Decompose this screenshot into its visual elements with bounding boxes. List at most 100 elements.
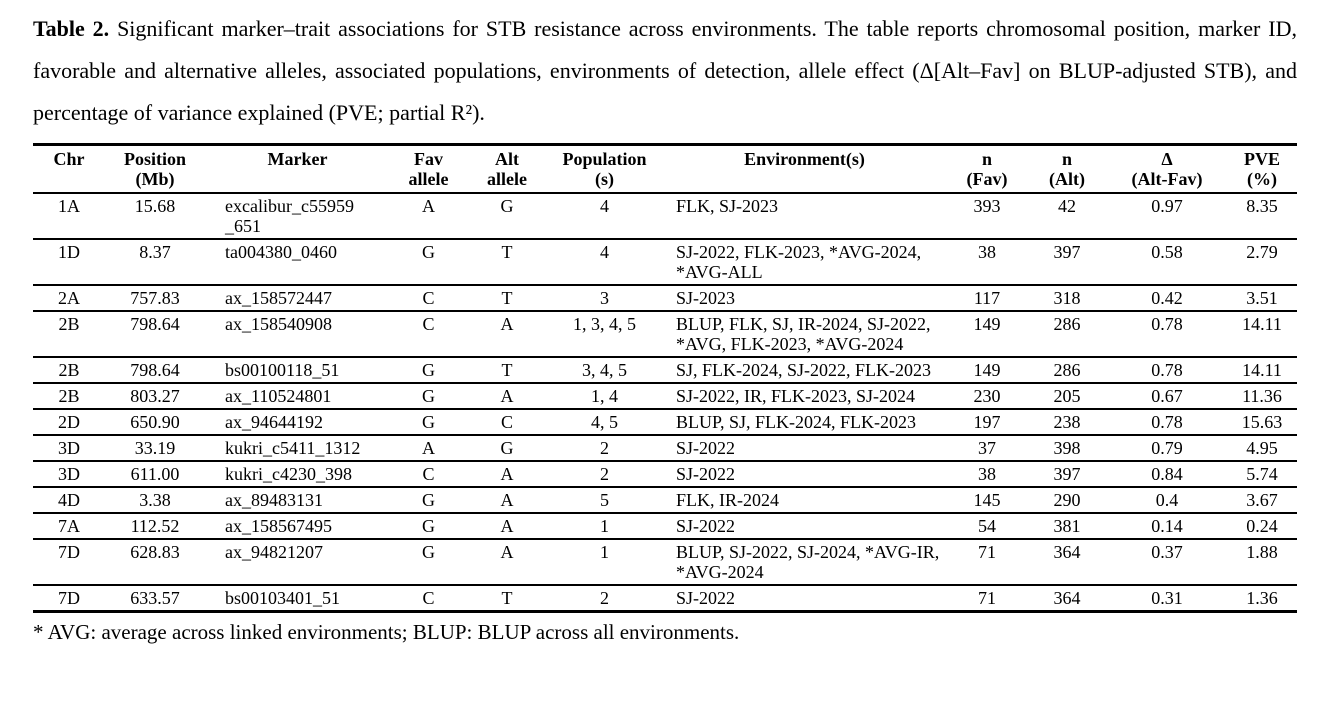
cell-n-fav: 38 [947,461,1027,488]
cell-n-alt: 205 [1027,383,1107,410]
cell-n-alt: 290 [1027,487,1107,514]
cell-position: 803.27 [105,383,205,410]
cell-marker: ax_94644192 [205,409,390,436]
cell-delta: 0.42 [1107,285,1227,312]
cell-chr: 4D [33,487,105,514]
caption-label: Table 2. [33,16,110,41]
cell-pve: 8.35 [1227,193,1297,240]
cell-population: 4, 5 [547,409,662,436]
cell-population: 1 [547,513,662,540]
cell-fav-allele: A [390,435,467,462]
cell-population: 4 [547,239,662,286]
column-header-chr: Chr [33,144,105,194]
cell-pve: 2.79 [1227,239,1297,286]
cell-delta: 0.97 [1107,193,1227,240]
table-row: 2B 798.64 bs00100118_51 G T 3, 4, 5 SJ, FLK-20… [33,357,1297,384]
cell-n-fav: 71 [947,585,1027,613]
cell-chr: 2A [33,285,105,312]
table-header-row: Chr Position (Mb) Marker Fav allele Alt alle… [33,144,1297,194]
cell-marker: kukri_c5411_1312 [205,435,390,462]
cell-position: 798.64 [105,357,205,384]
column-header-fav-allele: Fav allele [390,144,467,194]
cell-pve: 3.51 [1227,285,1297,312]
cell-population: 5 [547,487,662,514]
cell-position: 633.57 [105,585,205,613]
cell-marker: excalibur_c55959 _651 [205,193,390,240]
cell-pve: 14.11 [1227,357,1297,384]
cell-n-alt: 286 [1027,311,1107,358]
cell-n-fav: 54 [947,513,1027,540]
cell-delta: 0.78 [1107,357,1227,384]
cell-delta: 0.14 [1107,513,1227,540]
cell-environment: SJ-2022 [662,585,947,613]
cell-n-fav: 117 [947,285,1027,312]
cell-marker: ax_89483131 [205,487,390,514]
cell-chr: 1A [33,193,105,240]
cell-marker: ax_158540908 [205,311,390,358]
cell-marker: ax_94821207 [205,539,390,586]
table-row: 2B 798.64 ax_158540908 C A 1, 3, 4, 5 BLUP, FL… [33,311,1297,358]
cell-alt-allele: A [467,311,547,358]
cell-n-alt: 238 [1027,409,1107,436]
cell-fav-allele: G [390,409,467,436]
cell-environment: SJ-2022 [662,435,947,462]
cell-alt-allele: T [467,357,547,384]
cell-population: 2 [547,585,662,613]
cell-chr: 7D [33,585,105,613]
cell-n-alt: 364 [1027,539,1107,586]
cell-alt-allele: A [467,383,547,410]
table-row: 7D 633.57 bs00103401_51 C T 2 SJ-2022 71 364 0.31… [33,585,1297,613]
table-row: 2B 803.27 ax_110524801 G A 1, 4 SJ-2022, IR, F… [33,383,1297,410]
cell-population: 3, 4, 5 [547,357,662,384]
cell-n-fav: 149 [947,311,1027,358]
cell-population: 1, 4 [547,383,662,410]
cell-alt-allele: T [467,285,547,312]
cell-environment: BLUP, SJ, FLK-2024, FLK-2023 [662,409,947,436]
cell-alt-allele: A [467,487,547,514]
cell-fav-allele: G [390,539,467,586]
cell-fav-allele: G [390,383,467,410]
table-head: Chr Position (Mb) Marker Fav allele Alt alle… [33,144,1297,194]
cell-chr: 7A [33,513,105,540]
cell-chr: 2D [33,409,105,436]
cell-population: 1 [547,539,662,586]
cell-marker: ax_110524801 [205,383,390,410]
cell-population: 2 [547,461,662,488]
cell-environment: BLUP, FLK, SJ, IR-2024, SJ-2022, *AVG, F… [662,311,947,358]
cell-chr: 1D [33,239,105,286]
cell-population: 2 [547,435,662,462]
cell-n-fav: 37 [947,435,1027,462]
cell-position: 650.90 [105,409,205,436]
cell-n-alt: 364 [1027,585,1107,613]
table-row: 1D 8.37 ta004380_0460 G T 4 SJ-2022, FLK-2023,… [33,239,1297,286]
cell-chr: 2B [33,383,105,410]
cell-environment: SJ-2022, FLK-2023, *AVG-2024, *AVG-ALL [662,239,947,286]
table-row: 7D 628.83 ax_94821207 G A 1 BLUP, SJ-2022, SJ-… [33,539,1297,586]
cell-n-alt: 381 [1027,513,1107,540]
cell-marker: kukri_c4230_398 [205,461,390,488]
cell-position: 611.00 [105,461,205,488]
cell-fav-allele: C [390,461,467,488]
cell-population: 1, 3, 4, 5 [547,311,662,358]
cell-environment: BLUP, SJ-2022, SJ-2024, *AVG-IR, *AVG-20… [662,539,947,586]
cell-fav-allele: C [390,585,467,613]
cell-fav-allele: G [390,239,467,286]
cell-marker: bs00100118_51 [205,357,390,384]
cell-population: 3 [547,285,662,312]
cell-position: 15.68 [105,193,205,240]
table-caption: Table 2. Significant marker–trait associ… [33,8,1297,134]
column-header-position: Position (Mb) [105,144,205,194]
column-header-n-fav: n (Fav) [947,144,1027,194]
cell-n-fav: 145 [947,487,1027,514]
cell-position: 33.19 [105,435,205,462]
cell-position: 3.38 [105,487,205,514]
cell-fav-allele: A [390,193,467,240]
cell-alt-allele: G [467,435,547,462]
cell-delta: 0.67 [1107,383,1227,410]
cell-chr: 7D [33,539,105,586]
cell-position: 8.37 [105,239,205,286]
cell-fav-allele: C [390,311,467,358]
cell-alt-allele: C [467,409,547,436]
cell-environment: SJ-2023 [662,285,947,312]
